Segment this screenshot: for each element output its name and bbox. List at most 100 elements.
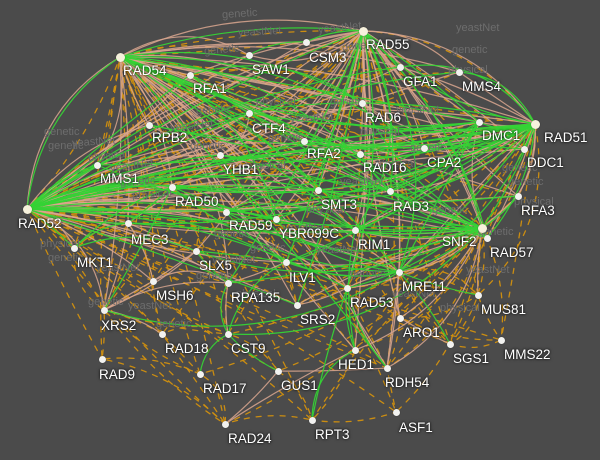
graph-node-rfa2[interactable] xyxy=(300,137,308,145)
graph-edge xyxy=(119,56,150,126)
graph-node-rad59[interactable] xyxy=(222,208,230,216)
graph-node-ctf4[interactable] xyxy=(245,109,253,117)
graph-edge xyxy=(119,56,401,319)
graph-node-rad51[interactable] xyxy=(530,119,540,129)
tan-physical-edges xyxy=(26,19,536,425)
graph-node-yhb1[interactable] xyxy=(216,151,224,159)
graph-node-rpa135[interactable] xyxy=(224,279,232,287)
graph-node-rad18[interactable] xyxy=(158,330,166,338)
graph-node-hed1[interactable] xyxy=(351,346,359,354)
graph-node-srs2[interactable] xyxy=(293,301,301,309)
graph-edge xyxy=(26,195,519,212)
graph-node-mus81[interactable] xyxy=(474,291,482,299)
graph-node-rad17[interactable] xyxy=(196,370,204,378)
graph-node-rpt3[interactable] xyxy=(308,416,316,424)
graph-edge xyxy=(227,333,279,372)
graph-node-mre11[interactable] xyxy=(395,268,403,276)
graph-node-rad24[interactable] xyxy=(221,420,229,428)
graph-edge xyxy=(386,227,483,369)
graph-edge xyxy=(389,121,480,192)
graph-edge xyxy=(346,123,536,289)
graph-edge xyxy=(317,121,480,193)
graph-node-ilv1[interactable] xyxy=(282,258,290,266)
graph-node-mkt1[interactable] xyxy=(70,244,78,252)
graph-edge xyxy=(103,30,364,311)
graph-node-rad55[interactable] xyxy=(358,26,368,36)
graph-edge xyxy=(399,317,451,345)
graph-edge xyxy=(354,227,483,238)
graph-node-gus1[interactable] xyxy=(274,367,282,375)
graph-edge xyxy=(26,208,483,229)
graph-edge xyxy=(161,333,226,425)
graph-node-rpb2[interactable] xyxy=(145,121,153,129)
graph-node-rad53[interactable] xyxy=(343,284,351,292)
graph-edge xyxy=(277,367,388,372)
graph-node-rdh54[interactable] xyxy=(383,364,391,372)
graph-node-cst9[interactable] xyxy=(224,330,232,338)
graph-node-rad52[interactable] xyxy=(22,204,32,214)
graph-edge xyxy=(26,208,105,311)
graph-edge xyxy=(119,56,305,142)
graph-edge xyxy=(96,56,123,166)
graph-edge xyxy=(189,30,364,76)
graph-edge xyxy=(227,30,364,284)
graph-edge xyxy=(119,36,250,58)
graph-node-smt3[interactable] xyxy=(314,186,322,194)
graph-edge xyxy=(396,271,401,319)
graph-node-rad57[interactable] xyxy=(483,234,491,242)
graph-edge xyxy=(305,30,364,43)
graph-node-sgs1[interactable] xyxy=(446,340,454,348)
graph-edge xyxy=(311,349,356,421)
graph-node-mms22[interactable] xyxy=(497,336,505,344)
graph-edge xyxy=(119,56,397,413)
graph-node-rad54[interactable] xyxy=(115,52,125,62)
graph-edge xyxy=(171,186,483,235)
graph-node-snf2[interactable] xyxy=(477,223,487,233)
graph-node-ddc1[interactable] xyxy=(520,145,528,153)
graph-node-cpa2[interactable] xyxy=(420,144,428,152)
graph-node-saw1[interactable] xyxy=(245,51,253,59)
graph-node-msh6[interactable] xyxy=(149,277,157,285)
graph-node-rad9[interactable] xyxy=(98,355,106,363)
graph-edge xyxy=(103,186,173,311)
graph-edge xyxy=(345,287,356,351)
graph-edge xyxy=(354,227,483,351)
graph-edge xyxy=(152,280,163,335)
graph-edge xyxy=(171,186,400,273)
graph-node-rad50[interactable] xyxy=(168,183,176,191)
graph-edge xyxy=(103,222,129,311)
graph-edge xyxy=(399,317,502,341)
graph-node-aro1[interactable] xyxy=(396,314,404,322)
graph-node-mec3[interactable] xyxy=(124,219,132,227)
graph-edge xyxy=(26,208,298,306)
graph-edge xyxy=(171,30,364,188)
graph-node-rfa3[interactable] xyxy=(514,192,522,200)
graph-edge xyxy=(171,185,319,191)
graph-node-ybr099c[interactable] xyxy=(272,215,280,223)
graph-edge xyxy=(148,123,536,146)
graph-node-rad3[interactable] xyxy=(386,187,394,195)
graph-node-xrs2[interactable] xyxy=(100,306,108,314)
graph-edge xyxy=(119,56,229,335)
graph-node-rim1[interactable] xyxy=(351,226,359,234)
graph-edge xyxy=(449,227,485,345)
graph-node-mms1[interactable] xyxy=(93,161,101,169)
graph-edge xyxy=(399,294,479,319)
graph-edge xyxy=(119,56,388,369)
graph-node-rad6[interactable] xyxy=(358,99,366,107)
graph-edge xyxy=(119,56,479,296)
graph-node-dmc1[interactable] xyxy=(475,118,483,126)
graph-edge xyxy=(103,271,400,327)
graph-node-asf1[interactable] xyxy=(392,408,400,416)
graph-node-rfa1[interactable] xyxy=(186,71,194,79)
graph-node-mms4[interactable] xyxy=(455,68,463,76)
graph-edge xyxy=(119,42,460,73)
graph-node-slx5[interactable] xyxy=(192,247,200,255)
graph-edge xyxy=(148,30,364,126)
graph-node-gfa1[interactable] xyxy=(396,63,404,71)
graph-edge xyxy=(486,123,536,239)
graph-node-csm3[interactable] xyxy=(302,38,310,46)
graph-edge xyxy=(477,123,540,296)
graph-node-rad16[interactable] xyxy=(356,150,364,158)
